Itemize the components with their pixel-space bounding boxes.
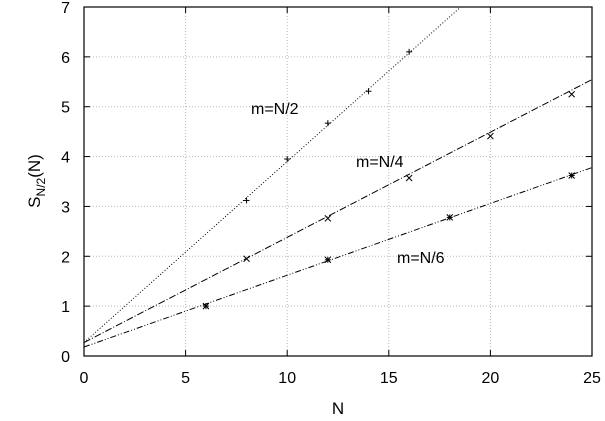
data-point-series-2 <box>243 255 250 263</box>
data-points <box>202 48 576 310</box>
x-tick-label: 15 <box>380 370 398 387</box>
x-tick-label: 10 <box>278 370 296 387</box>
y-tick-label: 1 <box>61 299 70 316</box>
data-point-series-1 <box>284 156 291 163</box>
x-tick-label: 20 <box>482 370 500 387</box>
y-axis-label-suffix: (N) <box>25 154 44 178</box>
data-point-series-2 <box>487 132 494 140</box>
y-tick-label: 5 <box>61 100 70 117</box>
x-tick-label: 5 <box>181 370 190 387</box>
y-axis-label-main: S <box>25 196 44 207</box>
annotation-m-n-2: m=N/2 <box>251 101 299 118</box>
y-tick-label: 3 <box>61 199 70 216</box>
annotation-m-n-4: m=N/4 <box>356 154 404 171</box>
plot-frame <box>83 6 593 357</box>
y-tick-label: 0 <box>61 349 70 366</box>
data-point-series-2 <box>568 90 576 98</box>
y-axis-label-subscript: N/2 <box>34 177 48 196</box>
data-point-series-3 <box>446 214 454 221</box>
x-tick-label: 0 <box>80 370 89 387</box>
fit-line-series-1 <box>83 6 462 343</box>
data-point-series-1 <box>324 120 331 127</box>
data-point-series-1 <box>243 197 250 204</box>
axis-ticks: 0 5 10 15 20 25 0 1 2 3 4 5 6 7 <box>61 0 601 387</box>
x-axis-label: N <box>332 399 344 418</box>
y-tick-label: 2 <box>61 249 70 266</box>
fit-line-series-2 <box>83 79 593 343</box>
y-tick-label: 7 <box>61 0 70 17</box>
data-point-series-3 <box>202 302 210 310</box>
data-point-series-3 <box>324 256 332 264</box>
y-tick-label: 6 <box>61 50 70 67</box>
grid-layer <box>84 7 592 356</box>
data-point-series-2 <box>324 215 332 222</box>
annotation-m-n-6: m=N/6 <box>397 250 445 267</box>
fit-line-series-3 <box>83 167 593 348</box>
y-axis-label: SN/2(N) <box>25 154 48 208</box>
y-tick-label: 4 <box>61 150 70 167</box>
data-point-series-1 <box>406 48 413 55</box>
data-point-series-3 <box>568 172 576 179</box>
fit-lines <box>83 6 593 348</box>
data-point-series-2 <box>405 174 413 182</box>
x-tick-label: 25 <box>583 370 601 387</box>
data-point-series-1 <box>365 88 372 95</box>
